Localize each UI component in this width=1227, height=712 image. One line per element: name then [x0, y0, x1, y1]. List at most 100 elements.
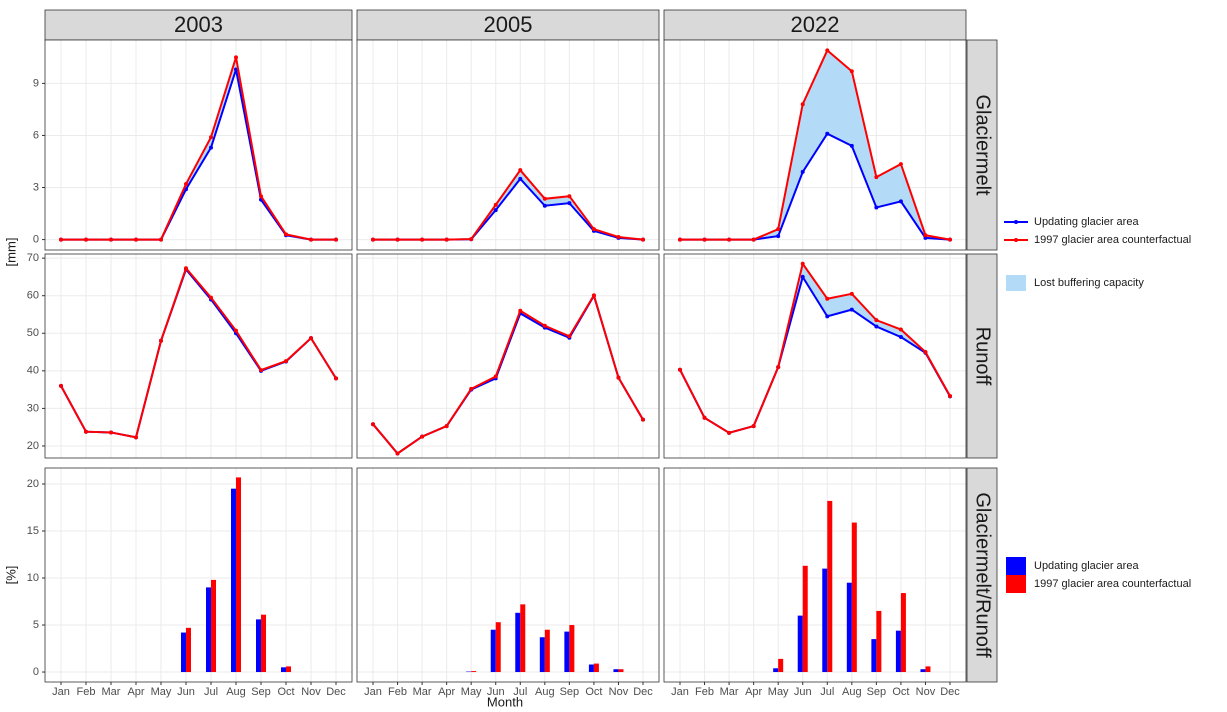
x-tick-label: Sep [251, 686, 271, 698]
x-tick-label: Oct [585, 686, 602, 698]
point [591, 293, 596, 298]
x-tick-label: Feb [77, 686, 96, 698]
line [679, 261, 951, 434]
legend-point [1014, 238, 1018, 242]
x-tick-label: Mar [720, 686, 739, 698]
point [702, 237, 707, 242]
panel-border [44, 39, 353, 251]
point [334, 376, 338, 381]
x-tick-label: Dec [940, 686, 960, 698]
point [234, 55, 238, 60]
strip [44, 9, 353, 41]
x-tick-label: Apr [438, 686, 455, 698]
y-tick-label: 60 [27, 290, 39, 302]
x-tick-label: Feb [695, 686, 714, 698]
point [751, 424, 756, 429]
panel-border [44, 467, 353, 683]
bar [236, 477, 241, 673]
bar [613, 669, 619, 673]
point [898, 199, 903, 204]
point [776, 365, 781, 370]
panel [357, 40, 659, 250]
bar [802, 565, 808, 673]
point [518, 168, 523, 173]
bar [778, 658, 784, 673]
bar [846, 582, 852, 673]
legend-label: 1997 glacier area counterfactual [1034, 234, 1191, 246]
point [259, 194, 263, 199]
bar [822, 568, 828, 673]
point [284, 232, 288, 237]
x-tick-label: Jan [52, 686, 70, 698]
point [109, 430, 113, 435]
x-tick-label: Aug [842, 686, 862, 698]
point [948, 237, 952, 242]
bar [895, 630, 901, 673]
bar [520, 604, 526, 673]
x-tick-label: Dec [633, 686, 653, 698]
y-tick-label: 6 [33, 129, 39, 141]
panel-border [356, 467, 660, 683]
bar [281, 667, 286, 673]
x-tick-label: Nov [916, 686, 936, 698]
point [874, 318, 879, 323]
point [567, 201, 572, 206]
point [874, 175, 879, 180]
point [234, 328, 238, 333]
point [825, 314, 830, 319]
y-axis-label: [mm] [3, 238, 18, 267]
y-tick-label: 20 [27, 478, 39, 490]
panel [357, 468, 659, 682]
point [84, 429, 88, 434]
x-tick-label: Mar [413, 686, 432, 698]
point [209, 295, 213, 300]
y-tick-label: 0 [33, 233, 39, 245]
x-tick-label: Jul [204, 686, 218, 698]
point [334, 237, 338, 242]
x-tick-label: Sep [867, 686, 887, 698]
line [372, 292, 644, 455]
legend-swatch [1006, 557, 1026, 575]
point [542, 203, 547, 208]
point [825, 48, 830, 53]
panel-border [663, 39, 967, 251]
point [898, 335, 903, 340]
point [159, 338, 163, 343]
y-tick-label: 70 [27, 252, 39, 264]
bar [925, 666, 931, 673]
bar [544, 629, 550, 673]
bar [539, 637, 545, 673]
bar [851, 522, 857, 673]
facet-label: 2005 [484, 12, 533, 37]
y-axis-label: [%] [3, 566, 18, 585]
bar [211, 579, 216, 673]
panel-border [44, 253, 353, 459]
point [518, 308, 523, 313]
row-label: Glaciermelt/Runoff [972, 492, 994, 658]
point [109, 237, 113, 242]
point [567, 334, 572, 339]
x-tick-label: Dec [326, 686, 346, 698]
y-tick-label: 15 [27, 525, 39, 537]
panel [664, 468, 966, 682]
point [849, 143, 854, 148]
y-tick-label: 30 [27, 402, 39, 414]
fill-area [680, 50, 950, 240]
point [469, 237, 474, 242]
point [800, 102, 805, 107]
point [849, 307, 854, 312]
legend-label: Lost buffering capacity [1034, 277, 1144, 289]
point [825, 131, 830, 136]
point [209, 135, 213, 140]
point [493, 374, 498, 379]
x-axis-label: Month [487, 694, 523, 709]
point [948, 394, 952, 399]
bar [618, 669, 624, 673]
x-tick-label: Apr [745, 686, 762, 698]
x-tick-label: Apr [127, 686, 144, 698]
point [159, 237, 163, 242]
x-tick-label: Jan [364, 686, 382, 698]
line [61, 57, 336, 241]
point [567, 194, 572, 199]
